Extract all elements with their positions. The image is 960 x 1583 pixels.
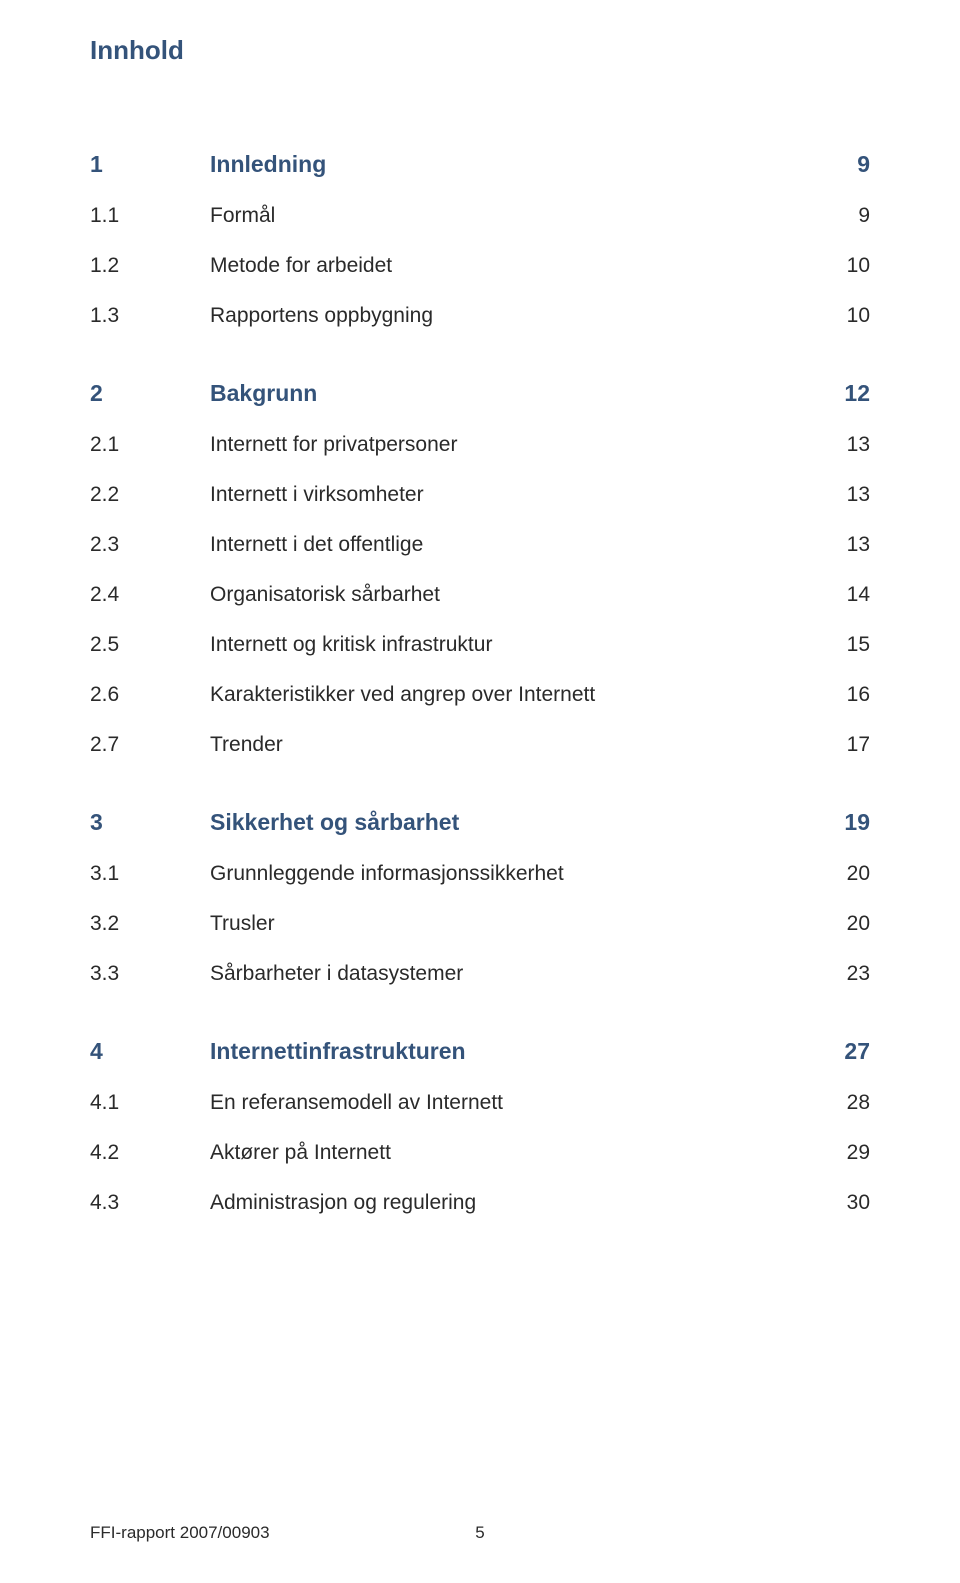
toc-section-page: 27 <box>810 1038 870 1065</box>
toc-sub-page: 30 <box>810 1191 870 1215</box>
toc-sub-row: 2.6 Karakteristikker ved angrep over Int… <box>90 683 870 707</box>
toc-sub-num: 2.6 <box>90 683 210 707</box>
toc-sub-num: 2.5 <box>90 633 210 657</box>
toc-sub-page: 10 <box>810 254 870 278</box>
toc-sub-row: 2.4 Organisatorisk sårbarhet 14 <box>90 583 870 607</box>
toc-section-num: 4 <box>90 1038 210 1065</box>
toc-sub-label: Administrasjon og regulering <box>210 1191 810 1215</box>
toc-sub-page: 9 <box>810 204 870 228</box>
toc-sub-page: 28 <box>810 1091 870 1115</box>
toc-section-head: 3 Sikkerhet og sårbarhet 19 <box>90 809 870 836</box>
toc-sub-num: 1.3 <box>90 304 210 328</box>
toc-sub-row: 2.2 Internett i virksomheter 13 <box>90 483 870 507</box>
toc-sub-page: 16 <box>810 683 870 707</box>
toc-sub-num: 2.7 <box>90 733 210 757</box>
toc-section-head: 2 Bakgrunn 12 <box>90 380 870 407</box>
toc-sub-row: 1.2 Metode for arbeidet 10 <box>90 254 870 278</box>
toc-sub-row: 2.1 Internett for privatpersoner 13 <box>90 433 870 457</box>
toc-sub-num: 1.1 <box>90 204 210 228</box>
toc-sub-num: 4.1 <box>90 1091 210 1115</box>
toc-section-head: 4 Internettinfrastrukturen 27 <box>90 1038 870 1065</box>
toc-sub-label: Trender <box>210 733 810 757</box>
toc-sub-row: 1.1 Formål 9 <box>90 204 870 228</box>
page-title: Innhold <box>90 35 870 66</box>
toc-sub-label: Sårbarheter i datasystemer <box>210 962 810 986</box>
footer-report-id: FFI-rapport 2007/00903 <box>90 1523 270 1543</box>
toc-sub-row: 3.1 Grunnleggende informasjonssikkerhet … <box>90 862 870 886</box>
toc-sub-num: 3.1 <box>90 862 210 886</box>
toc-section-page: 12 <box>810 380 870 407</box>
toc-sub-page: 13 <box>810 533 870 557</box>
toc-sub-label: Aktører på Internett <box>210 1141 810 1165</box>
toc-section-num: 1 <box>90 151 210 178</box>
toc-sub-label: Organisatorisk sårbarhet <box>210 583 810 607</box>
toc-sub-label: Metode for arbeidet <box>210 254 810 278</box>
toc-sub-label: Internett og kritisk infrastruktur <box>210 633 810 657</box>
toc-sub-num: 2.1 <box>90 433 210 457</box>
toc-sub-num: 1.2 <box>90 254 210 278</box>
toc-sub-row: 3.2 Trusler 20 <box>90 912 870 936</box>
toc-sub-page: 29 <box>810 1141 870 1165</box>
toc-sub-label: Grunnleggende informasjonssikkerhet <box>210 862 810 886</box>
toc-sub-num: 4.2 <box>90 1141 210 1165</box>
toc-section-label: Internettinfrastrukturen <box>210 1038 810 1065</box>
toc-sub-label: Rapportens oppbygning <box>210 304 810 328</box>
page-footer: FFI-rapport 2007/00903 5 <box>90 1523 870 1543</box>
toc-sub-label: En referansemodell av Internett <box>210 1091 810 1115</box>
toc-sub-num: 3.3 <box>90 962 210 986</box>
toc-sub-page: 17 <box>810 733 870 757</box>
toc-sub-page: 20 <box>810 862 870 886</box>
toc-sub-label: Internett i virksomheter <box>210 483 810 507</box>
toc-sub-page: 23 <box>810 962 870 986</box>
toc-sub-num: 3.2 <box>90 912 210 936</box>
toc-sub-page: 13 <box>810 433 870 457</box>
toc-sub-label: Formål <box>210 204 810 228</box>
toc-sub-num: 2.3 <box>90 533 210 557</box>
toc-sub-page: 20 <box>810 912 870 936</box>
toc-sub-label: Internett i det offentlige <box>210 533 810 557</box>
toc-sub-num: 2.2 <box>90 483 210 507</box>
toc-sub-row: 2.3 Internett i det offentlige 13 <box>90 533 870 557</box>
toc-section-page: 19 <box>810 809 870 836</box>
toc-section-num: 3 <box>90 809 210 836</box>
toc-sub-row: 2.5 Internett og kritisk infrastruktur 1… <box>90 633 870 657</box>
toc-sub-label: Internett for privatpersoner <box>210 433 810 457</box>
toc-sub-label: Trusler <box>210 912 810 936</box>
toc-section-label: Sikkerhet og sårbarhet <box>210 809 810 836</box>
toc-section-page: 9 <box>810 151 870 178</box>
toc-sub-page: 10 <box>810 304 870 328</box>
toc-sub-row: 4.2 Aktører på Internett 29 <box>90 1141 870 1165</box>
toc-sub-page: 13 <box>810 483 870 507</box>
toc-section-num: 2 <box>90 380 210 407</box>
toc-sub-row: 4.3 Administrasjon og regulering 30 <box>90 1191 870 1215</box>
toc-section-label: Innledning <box>210 151 810 178</box>
toc-sub-row: 3.3 Sårbarheter i datasystemer 23 <box>90 962 870 986</box>
toc-sub-page: 15 <box>810 633 870 657</box>
toc-sub-num: 2.4 <box>90 583 210 607</box>
table-of-contents: 1 Innledning 9 1.1 Formål 9 1.2 Metode f… <box>90 151 870 1215</box>
toc-sub-row: 2.7 Trender 17 <box>90 733 870 757</box>
toc-sub-row: 4.1 En referansemodell av Internett 28 <box>90 1091 870 1115</box>
toc-sub-label: Karakteristikker ved angrep over Interne… <box>210 683 810 707</box>
toc-sub-page: 14 <box>810 583 870 607</box>
toc-sub-row: 1.3 Rapportens oppbygning 10 <box>90 304 870 328</box>
toc-sub-num: 4.3 <box>90 1191 210 1215</box>
toc-section-label: Bakgrunn <box>210 380 810 407</box>
toc-section-head: 1 Innledning 9 <box>90 151 870 178</box>
footer-page-number: 5 <box>475 1523 484 1543</box>
